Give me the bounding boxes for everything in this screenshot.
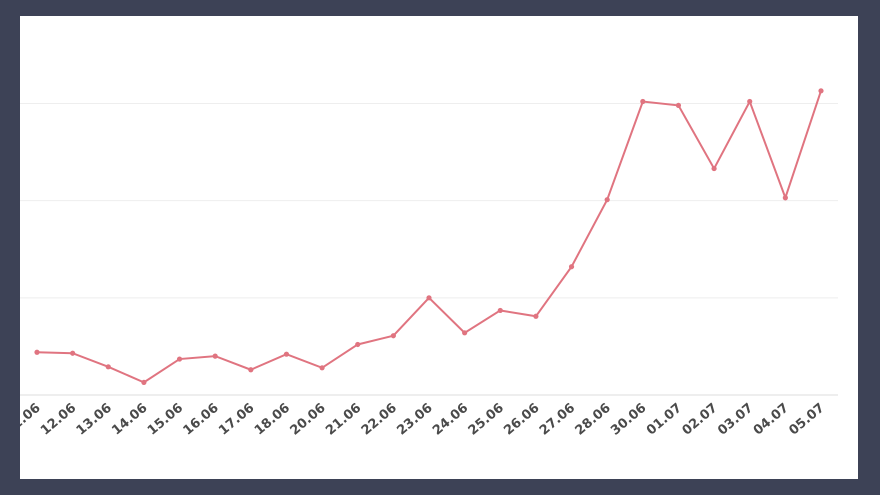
point: [568, 264, 575, 270]
point: [711, 165, 717, 172]
point: [248, 367, 254, 373]
point: [34, 349, 40, 355]
point: [355, 341, 361, 348]
point: [640, 98, 646, 105]
point: [70, 350, 76, 356]
point: [319, 365, 325, 371]
point: [462, 330, 468, 336]
point: [604, 197, 610, 203]
point: [212, 353, 218, 359]
panel: [20, 16, 858, 479]
point: [390, 333, 396, 339]
point: [283, 351, 290, 357]
point: [818, 88, 824, 94]
point: [426, 295, 432, 301]
point: [533, 313, 539, 319]
point: [497, 307, 503, 314]
point: [176, 356, 183, 362]
point: [141, 379, 147, 385]
point: [782, 195, 788, 201]
point: [747, 98, 753, 105]
point: [105, 364, 111, 370]
point: [675, 102, 682, 109]
